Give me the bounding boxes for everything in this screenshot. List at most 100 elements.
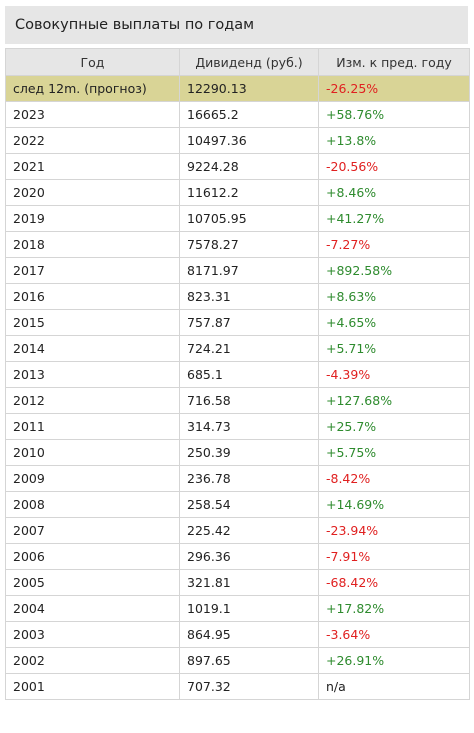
table-row: 2005 321.81 -68.42% xyxy=(5,569,470,596)
column-header-dividend: Дивиденд (руб.) xyxy=(179,48,319,76)
table-row: 2002 897.65 +26.91% xyxy=(5,647,470,674)
table-row: 2007 225.42 -23.94% xyxy=(5,517,470,544)
table-row: 2016 823.31 +8.63% xyxy=(5,283,470,310)
table-header: Год Дивиденд (руб.) Изм. к пред. году xyxy=(5,48,470,76)
table-row: 2017 8171.97 +892.58% xyxy=(5,257,470,284)
change-cell: +127.68% xyxy=(318,387,470,414)
dividend-cell: 864.95 xyxy=(179,621,319,648)
table-row: 2001 707.32 n/a xyxy=(5,673,470,700)
table-row: 2013 685.1 -4.39% xyxy=(5,361,470,388)
table-row: 2008 258.54 +14.69% xyxy=(5,491,470,518)
dividend-cell: 16665.2 xyxy=(179,101,319,128)
year-cell: 2003 xyxy=(5,621,180,648)
dividend-cell: 225.42 xyxy=(179,517,319,544)
change-cell: +25.7% xyxy=(318,413,470,440)
dividend-cell: 12290.13 xyxy=(179,75,319,102)
column-header-change: Изм. к пред. году xyxy=(318,48,470,76)
dividend-cell: 10497.36 xyxy=(179,127,319,154)
dividend-cell: 7578.27 xyxy=(179,231,319,258)
year-cell: 2004 xyxy=(5,595,180,622)
change-cell: -26.25% xyxy=(318,75,470,102)
change-cell: -68.42% xyxy=(318,569,470,596)
change-cell: +13.8% xyxy=(318,127,470,154)
dividend-cell: 258.54 xyxy=(179,491,319,518)
change-cell: -8.42% xyxy=(318,465,470,492)
table-row: 2020 11612.2 +8.46% xyxy=(5,179,470,206)
change-cell: +5.71% xyxy=(318,335,470,362)
year-cell: 2010 xyxy=(5,439,180,466)
dividend-cell: 897.65 xyxy=(179,647,319,674)
header-row: Год Дивиденд (руб.) Изм. к пред. году xyxy=(5,48,470,76)
year-cell: 2020 xyxy=(5,179,180,206)
year-cell: 2007 xyxy=(5,517,180,544)
change-cell: -3.64% xyxy=(318,621,470,648)
year-cell: 2005 xyxy=(5,569,180,596)
table-row: 2023 16665.2 +58.76% xyxy=(5,101,470,128)
year-cell: 2001 xyxy=(5,673,180,700)
dividend-cell: 707.32 xyxy=(179,673,319,700)
dividend-cell: 724.21 xyxy=(179,335,319,362)
change-cell: +41.27% xyxy=(318,205,470,232)
table-row: 2009 236.78 -8.42% xyxy=(5,465,470,492)
change-cell: +17.82% xyxy=(318,595,470,622)
dividend-cell: 716.58 xyxy=(179,387,319,414)
dividend-cell: 8171.97 xyxy=(179,257,319,284)
table-body: след 12m. (прогноз) 12290.13 -26.25% 2023 16… xyxy=(5,75,470,700)
change-cell: +14.69% xyxy=(318,491,470,518)
year-cell: 2013 xyxy=(5,361,180,388)
year-cell: 2006 xyxy=(5,543,180,570)
year-cell: 2012 xyxy=(5,387,180,414)
change-cell: n/a xyxy=(318,673,470,700)
year-cell: 2023 xyxy=(5,101,180,128)
dividend-cell: 236.78 xyxy=(179,465,319,492)
change-cell: -4.39% xyxy=(318,361,470,388)
year-cell: 2002 xyxy=(5,647,180,674)
year-cell: 2022 xyxy=(5,127,180,154)
widget-title: Совокупные выплаты по годам xyxy=(5,6,468,44)
table-row: 2004 1019.1 +17.82% xyxy=(5,595,470,622)
table-row: 2018 7578.27 -7.27% xyxy=(5,231,470,258)
change-cell: -20.56% xyxy=(318,153,470,180)
dividend-cell: 685.1 xyxy=(179,361,319,388)
change-cell: +4.65% xyxy=(318,309,470,336)
dividend-cell: 1019.1 xyxy=(179,595,319,622)
change-cell: -23.94% xyxy=(318,517,470,544)
change-cell: -7.91% xyxy=(318,543,470,570)
change-cell: +892.58% xyxy=(318,257,470,284)
table-row: 2003 864.95 -3.64% xyxy=(5,621,470,648)
change-cell: +26.91% xyxy=(318,647,470,674)
table-row: 2021 9224.28 -20.56% xyxy=(5,153,470,180)
change-cell: +8.46% xyxy=(318,179,470,206)
year-cell: 2019 xyxy=(5,205,180,232)
dividend-cell: 10705.95 xyxy=(179,205,319,232)
change-cell: +58.76% xyxy=(318,101,470,128)
year-cell: 2021 xyxy=(5,153,180,180)
dividend-cell: 314.73 xyxy=(179,413,319,440)
table-row: 2014 724.21 +5.71% xyxy=(5,335,470,362)
year-cell: 2018 xyxy=(5,231,180,258)
dividend-cell: 757.87 xyxy=(179,309,319,336)
dividend-cell: 321.81 xyxy=(179,569,319,596)
year-cell: 2016 xyxy=(5,283,180,310)
year-cell: 2011 xyxy=(5,413,180,440)
table-row: 2011 314.73 +25.7% xyxy=(5,413,470,440)
table-row: 2006 296.36 -7.91% xyxy=(5,543,470,570)
table-row: 2022 10497.36 +13.8% xyxy=(5,127,470,154)
change-cell: +8.63% xyxy=(318,283,470,310)
column-header-year: Год xyxy=(5,48,180,76)
dividend-cell: 823.31 xyxy=(179,283,319,310)
dividend-cell: 250.39 xyxy=(179,439,319,466)
year-cell: след 12m. (прогноз) xyxy=(5,75,180,102)
table-row: 2012 716.58 +127.68% xyxy=(5,387,470,414)
year-cell: 2008 xyxy=(5,491,180,518)
dividend-cell: 296.36 xyxy=(179,543,319,570)
year-cell: 2014 xyxy=(5,335,180,362)
change-cell: -7.27% xyxy=(318,231,470,258)
forecast-row: след 12m. (прогноз) 12290.13 -26.25% xyxy=(5,75,470,102)
year-cell: 2015 xyxy=(5,309,180,336)
table-row: 2019 10705.95 +41.27% xyxy=(5,205,470,232)
dividend-cell: 11612.2 xyxy=(179,179,319,206)
table-row: 2010 250.39 +5.75% xyxy=(5,439,470,466)
dividend-table: Год Дивиденд (руб.) Изм. к пред. году сл… xyxy=(5,48,470,700)
